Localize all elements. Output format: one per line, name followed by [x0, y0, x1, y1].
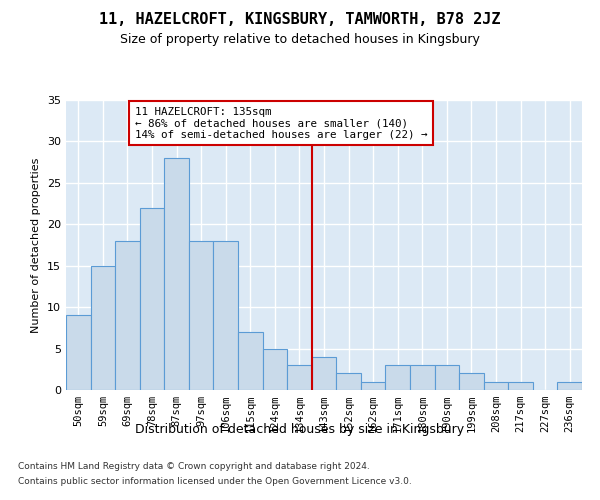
Bar: [410, 365, 434, 390]
Text: Distribution of detached houses by size in Kingsbury: Distribution of detached houses by size …: [136, 422, 464, 436]
Bar: [508, 382, 533, 390]
Bar: [459, 374, 484, 390]
Bar: [91, 266, 115, 390]
Bar: [434, 365, 459, 390]
Bar: [263, 348, 287, 390]
Bar: [287, 365, 312, 390]
Bar: [115, 241, 140, 390]
Bar: [484, 382, 508, 390]
Bar: [140, 208, 164, 390]
Bar: [238, 332, 263, 390]
Text: 11, HAZELCROFT, KINGSBURY, TAMWORTH, B78 2JZ: 11, HAZELCROFT, KINGSBURY, TAMWORTH, B78…: [99, 12, 501, 28]
Bar: [312, 357, 336, 390]
Bar: [164, 158, 189, 390]
Bar: [214, 241, 238, 390]
Y-axis label: Number of detached properties: Number of detached properties: [31, 158, 41, 332]
Bar: [385, 365, 410, 390]
Text: Contains HM Land Registry data © Crown copyright and database right 2024.: Contains HM Land Registry data © Crown c…: [18, 462, 370, 471]
Text: Contains public sector information licensed under the Open Government Licence v3: Contains public sector information licen…: [18, 477, 412, 486]
Bar: [361, 382, 385, 390]
Text: Size of property relative to detached houses in Kingsbury: Size of property relative to detached ho…: [120, 32, 480, 46]
Text: 11 HAZELCROFT: 135sqm
← 86% of detached houses are smaller (140)
14% of semi-det: 11 HAZELCROFT: 135sqm ← 86% of detached …: [135, 106, 427, 140]
Bar: [557, 382, 582, 390]
Bar: [66, 316, 91, 390]
Bar: [336, 374, 361, 390]
Bar: [189, 241, 214, 390]
